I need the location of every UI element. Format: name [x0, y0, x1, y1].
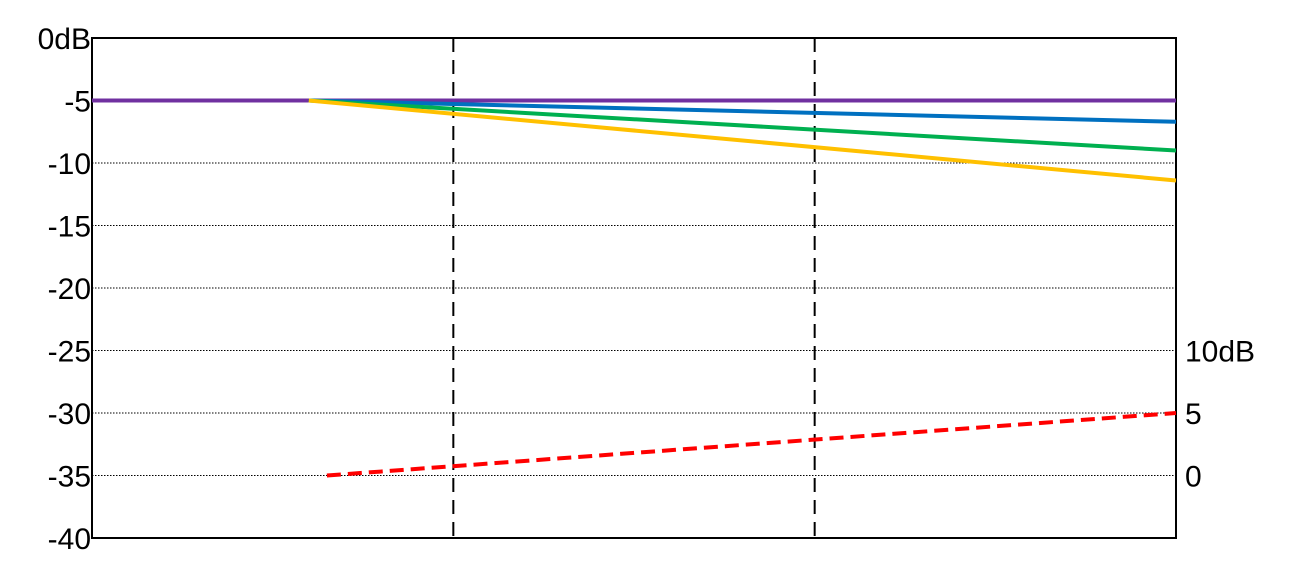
series-layer [92, 98, 1177, 478]
series-line-3 [308, 98, 1177, 153]
left-tick-label: -40 [48, 523, 91, 556]
right-axis-tick-labels: 10dB 5 0 [1185, 336, 1255, 494]
right-tick-label: 10dB [1185, 336, 1255, 369]
left-tick-label: -5 [64, 86, 91, 119]
left-tick-label: -35 [48, 461, 91, 494]
left-tick-label: -10 [48, 148, 91, 181]
left-axis-tick-labels: 0dB -5 -10 -15 -20 -25 -30 -35 -40 [38, 23, 91, 556]
left-tick-label: 0dB [38, 23, 91, 56]
series-line-4 [308, 98, 1177, 183]
horizontal-gridlines [92, 100, 1176, 476]
right-tick-label: 5 [1185, 398, 1202, 431]
series-line-2 [308, 98, 1177, 124]
vertical-gridlines [452, 38, 816, 538]
right-tick-label: 0 [1185, 461, 1202, 494]
left-tick-label: -30 [48, 398, 91, 431]
left-tick-label: -15 [48, 211, 91, 244]
left-tick-label: -20 [48, 273, 91, 306]
plot-frame [91, 37, 1177, 539]
series-line-5 [326, 411, 1177, 478]
left-tick-label: -25 [48, 336, 91, 369]
